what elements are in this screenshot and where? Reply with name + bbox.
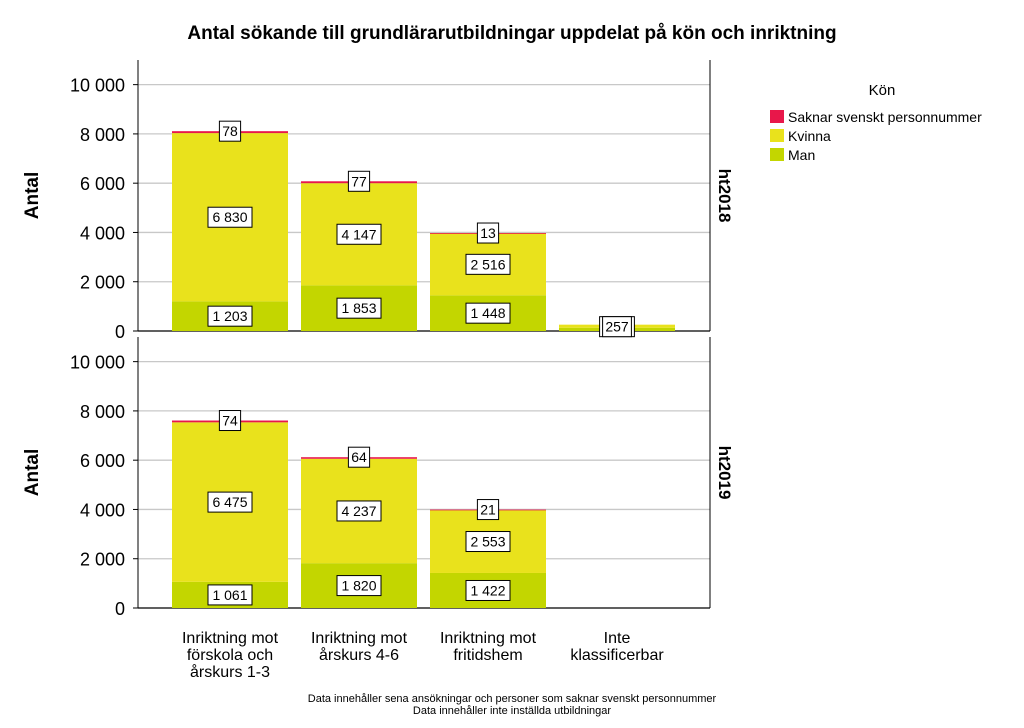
data-label: 4 147 [341, 226, 376, 242]
data-label-box [602, 316, 632, 338]
y-tick-label: 8 000 [80, 402, 125, 422]
data-label: 2 516 [470, 256, 505, 272]
footnote: Data innehåller sena ansökningar och per… [308, 693, 717, 705]
category-label: Inriktning mot förskola och årskurs 1-3 [182, 630, 279, 681]
data-label: 2 553 [470, 534, 505, 550]
category-label: Inriktning mot årskurs 4-6 [311, 630, 408, 664]
y-axis-label: Antal [22, 449, 43, 497]
panel-ht2019: 0 2 000 4 000 6 000 8 000 10 000 Antal ht2019 1 … [22, 337, 734, 619]
facet-label: ht2018 [715, 169, 734, 223]
data-label: 257 [605, 319, 629, 335]
y-tick-label: 10 000 [70, 76, 125, 96]
data-label: 77 [351, 173, 367, 189]
data-label: 1 203 [212, 308, 247, 324]
legend-swatch [770, 148, 784, 161]
category-axis-labels: Inriktning mot förskola och årskurs 1-3 Inr… [182, 630, 664, 681]
data-label-box [465, 579, 511, 601]
legend-entry: Kvinna [788, 128, 831, 144]
data-label: 1 820 [341, 578, 376, 594]
data-label-box [207, 584, 253, 606]
data-label-box [465, 302, 511, 324]
data-label-box [476, 222, 500, 244]
data-label: 1 061 [212, 587, 247, 603]
legend-swatch [770, 110, 784, 123]
y-tick-label: 0 [115, 322, 125, 342]
y-tick-label: 6 000 [80, 451, 125, 471]
y-tick-label: 2 000 [80, 550, 125, 570]
data-label: 78 [222, 123, 238, 139]
data-label-box [347, 170, 371, 192]
data-label-box [465, 531, 511, 553]
data-label-box [207, 491, 253, 513]
data-label: 1 448 [470, 305, 505, 321]
data-label-box [218, 410, 242, 432]
legend-swatch [770, 129, 784, 142]
footnotes: Data innehåller sena ansökningar och per… [308, 693, 717, 717]
data-label-box [336, 500, 382, 522]
y-tick-label: 8 000 [80, 125, 125, 145]
y-tick-label: 10 000 [70, 353, 125, 373]
data-label: 4 237 [341, 503, 376, 519]
data-label: 6 475 [212, 494, 247, 510]
y-tick-label: 2 000 [80, 273, 125, 293]
y-tick-label: 0 [115, 599, 125, 619]
chart-title: Antal sökande till grundlärarutbildninga… [187, 23, 836, 44]
facet-label: ht2019 [715, 446, 734, 500]
data-label-box [336, 223, 382, 245]
data-label-box [218, 120, 242, 142]
y-tick-label: 4 000 [80, 500, 125, 520]
legend: Kön Saknar svenskt personnummer Kvinna Man [770, 82, 982, 163]
category-label: Inte klassificerbar [570, 630, 664, 664]
data-label-box [207, 305, 253, 327]
panel-ht2018: 0 2 000 4 000 6 000 8 000 10 000 Antal ht2018 1 … [22, 60, 734, 342]
data-label: 64 [351, 449, 367, 465]
y-tick-label: 4 000 [80, 223, 125, 243]
data-label-box [336, 575, 382, 597]
data-label: 74 [222, 413, 238, 429]
footnote: Data innehåller inte inställda utbildnin… [413, 705, 611, 717]
legend-entry: Saknar svenskt personnummer [788, 109, 982, 125]
data-label: 6 830 [212, 209, 247, 225]
y-tick-label: 6 000 [80, 174, 125, 194]
data-label-box [465, 253, 511, 275]
data-label-box [207, 206, 253, 228]
data-label: 21 [480, 502, 496, 518]
data-label: 13 [480, 225, 496, 241]
data-label: 1 853 [341, 300, 376, 316]
data-label-box [347, 446, 371, 468]
legend-entry: Man [788, 147, 815, 163]
chart-panels: 0 2 000 4 000 6 000 8 000 10 000 Antal ht2018 1 … [22, 60, 734, 619]
data-label: 1 422 [470, 582, 505, 598]
y-axis-label: Antal [22, 172, 43, 220]
data-label-box [336, 297, 382, 319]
legend-title: Kön [869, 82, 896, 99]
data-label-box [476, 499, 500, 521]
category-label: Inriktning mot fritidshem [440, 630, 537, 664]
